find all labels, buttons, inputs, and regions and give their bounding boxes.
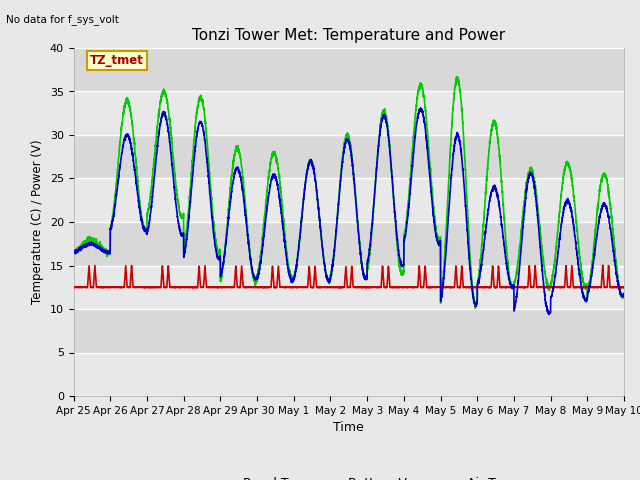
Battery V: [472, 285, 480, 290]
Battery V: [169, 284, 177, 290]
Air T: [417, 105, 424, 111]
Bar: [74, 265, 624, 309]
Legend: Panel T, Battery V, Air T: Panel T, Battery V, Air T: [196, 472, 501, 480]
Line: Air T: Air T: [74, 108, 624, 314]
Line: Panel T: Panel T: [74, 77, 624, 308]
Battery V: [599, 263, 607, 268]
Title: Tonzi Tower Met: Temperature and Power: Tonzi Tower Met: Temperature and Power: [192, 28, 506, 43]
Panel T: [504, 261, 511, 266]
Text: No data for f_sys_volt: No data for f_sys_volt: [6, 14, 119, 25]
Bar: [74, 222, 624, 265]
Air T: [620, 293, 627, 299]
Panel T: [472, 305, 479, 311]
Air T: [545, 312, 553, 317]
Bar: [74, 92, 624, 135]
Panel T: [454, 74, 461, 80]
Battery V: [504, 284, 511, 290]
Bar: [74, 352, 624, 396]
Panel T: [442, 235, 449, 241]
Text: TZ_tmet: TZ_tmet: [90, 54, 144, 67]
Panel T: [70, 249, 77, 254]
Battery V: [328, 284, 336, 290]
Bar: [74, 309, 624, 352]
Bar: [74, 179, 624, 222]
Air T: [472, 302, 480, 308]
Panel T: [620, 291, 627, 297]
Panel T: [169, 147, 177, 153]
Panel T: [620, 291, 628, 297]
Bar: [74, 48, 624, 92]
Air T: [620, 292, 628, 298]
Line: Battery V: Battery V: [74, 265, 624, 288]
X-axis label: Time: Time: [333, 421, 364, 434]
Battery V: [620, 285, 627, 290]
Panel T: [328, 265, 336, 271]
Air T: [504, 266, 511, 272]
Battery V: [442, 284, 449, 290]
Y-axis label: Temperature (C) / Power (V): Temperature (C) / Power (V): [31, 140, 44, 304]
Air T: [442, 251, 449, 257]
Bar: [74, 135, 624, 179]
Battery V: [70, 284, 77, 290]
Battery V: [214, 285, 221, 291]
Panel T: [472, 302, 480, 308]
Air T: [169, 166, 177, 171]
Air T: [70, 250, 77, 255]
Battery V: [620, 285, 628, 290]
Air T: [328, 266, 336, 272]
